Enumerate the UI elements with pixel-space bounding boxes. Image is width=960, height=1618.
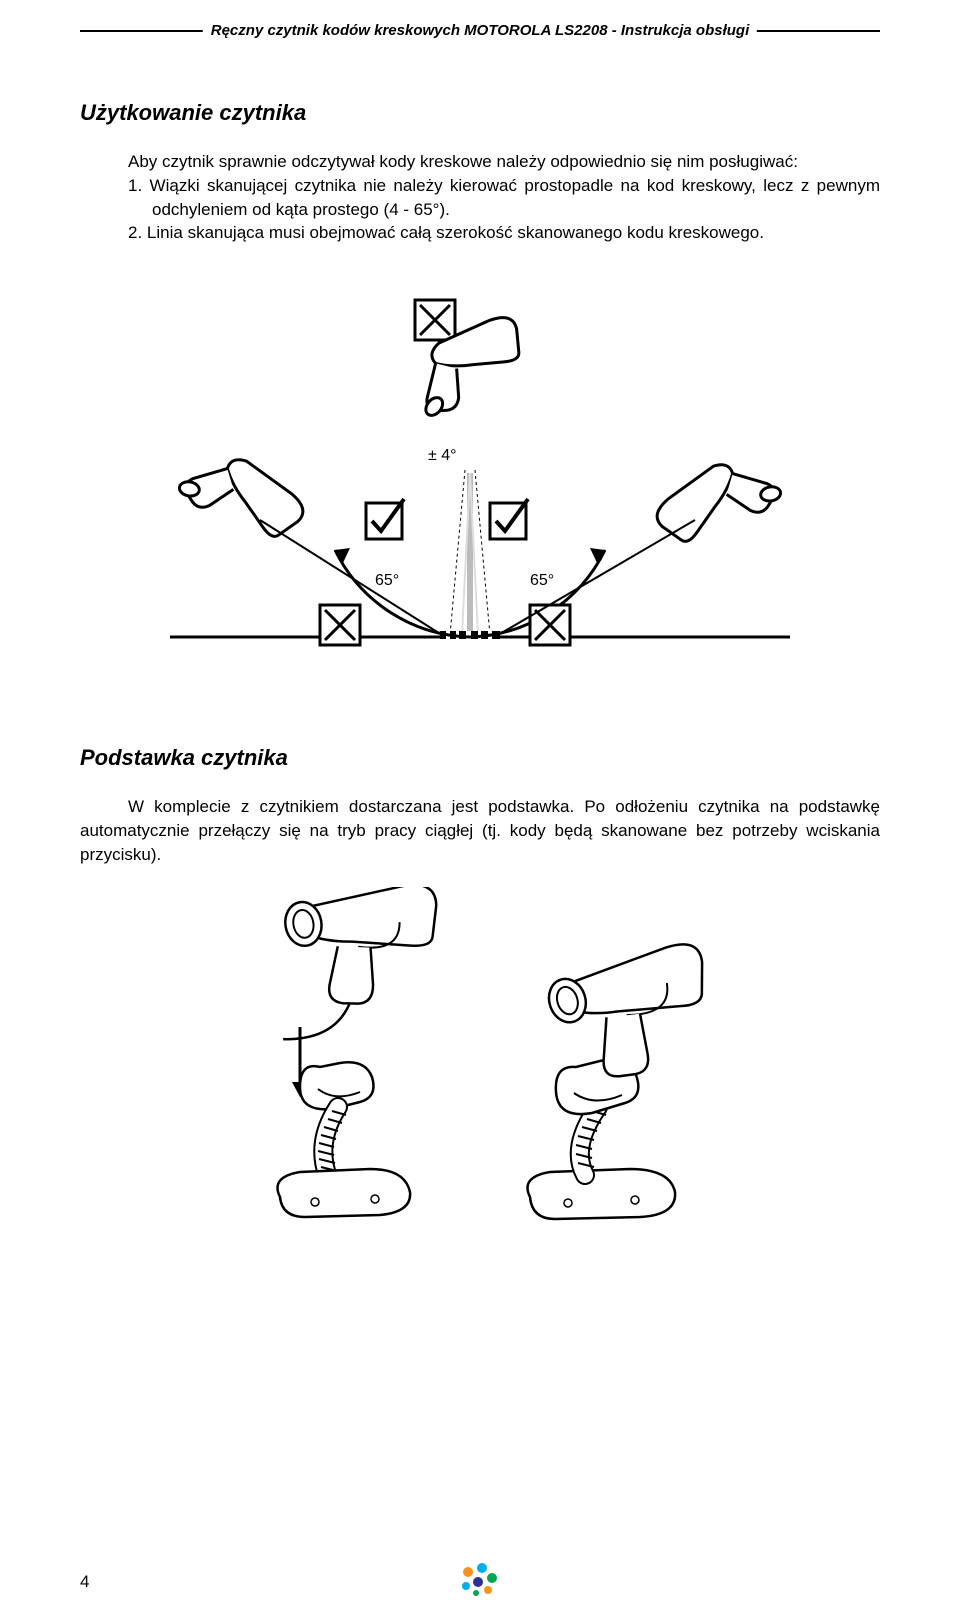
item1-text: Wiązki skanującej czytnika nie należy ki…: [150, 176, 880, 219]
stand-diagram: [80, 887, 880, 1247]
footer-logo-icon: [456, 1562, 504, 1598]
item1-num: 1.: [128, 176, 142, 195]
section2-title: Podstawka czytnika: [80, 745, 880, 771]
section2-body: W komplecie z czytnikiem dostarczana jes…: [80, 795, 880, 866]
page-number: 4: [80, 1572, 89, 1592]
label-left-angle: 65°: [375, 572, 399, 589]
page-header: Ręczny czytnik kodów kreskowych MOTOROLA…: [80, 0, 880, 40]
section1-item1: 1. Wiązki skanującej czytnika nie należy…: [80, 174, 880, 222]
angle-diagram: ± 4° 65° 65°: [80, 265, 880, 685]
section1-item2: 2. Linia skanująca musi obejmować całą s…: [80, 221, 880, 245]
header-title: Ręczny czytnik kodów kreskowych MOTOROLA…: [203, 22, 757, 39]
label-right-angle: 65°: [530, 572, 554, 589]
item2-num: 2.: [128, 223, 142, 242]
item2-text: Linia skanująca musi obejmować całą szer…: [147, 223, 764, 242]
section1-intro: Aby czytnik sprawnie odczytywał kody kre…: [80, 150, 880, 174]
label-top-angle: ± 4°: [428, 447, 457, 464]
section1-title: Użytkowanie czytnika: [80, 100, 880, 126]
